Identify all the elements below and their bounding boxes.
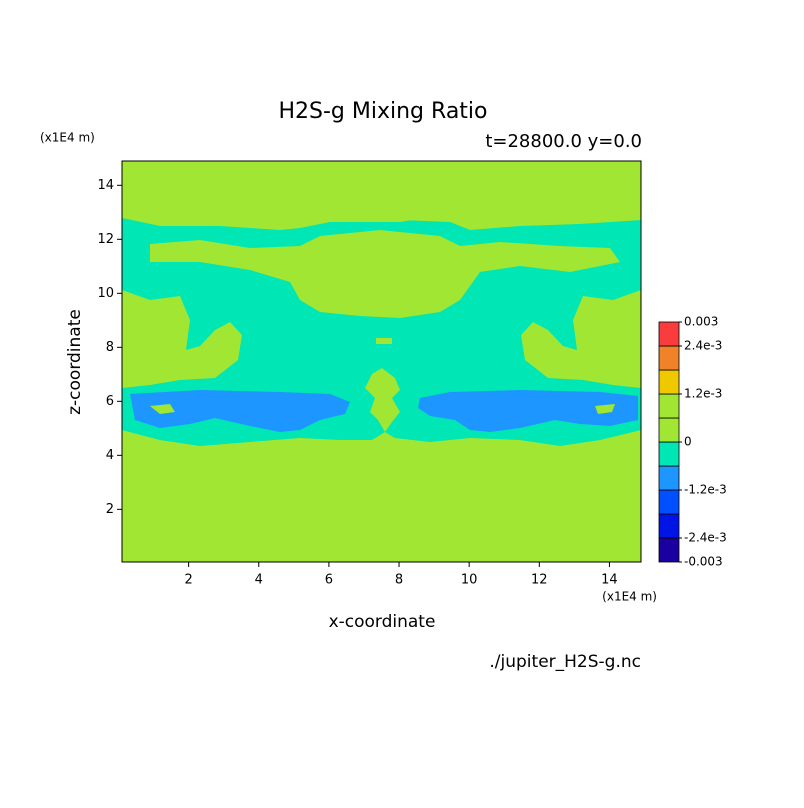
contour-region [130,390,350,432]
chart-title: H2S-g Mixing Ratio [278,99,487,124]
contour-region [376,338,392,344]
colorbar-label: 0 [684,435,692,449]
contour-region [365,368,400,432]
x-unit: (x1E4 m) [602,590,657,604]
y-tick-label: 2 [106,502,114,517]
y-unit: (x1E4 m) [40,131,95,145]
contour-region [521,290,641,388]
x-tick-label: 8 [395,573,403,588]
colorbar-box [658,345,680,371]
colorbar-box [658,441,680,467]
colorbar-label: -0.003 [684,555,723,569]
colorbar-box [658,465,680,491]
contour-field [122,161,641,562]
plot-frame [121,160,642,563]
x-tick-label: 4 [255,573,263,588]
colorbar-label: 1.2e-3 [684,387,722,401]
x-tick-label: 10 [461,573,478,588]
colorbar-box [658,489,680,515]
colorbar-box [658,321,680,347]
contour-region [122,161,641,230]
y-tick-label: 10 [97,286,114,301]
source-file: ./jupiter_H2S-g.nc [489,652,641,672]
colorbar-box [658,513,680,539]
y-tick-label: 12 [97,232,114,247]
colorbar-box [658,537,680,563]
y-axis-label: z-coordinate [65,309,85,415]
contour-region [150,230,620,318]
x-tick-label: 2 [184,573,192,588]
y-tick-label: 8 [106,340,114,355]
x-tick-label: 14 [601,573,618,588]
contour-region [418,390,638,432]
colorbar-label: 0.003 [684,315,718,329]
contour-region [122,290,242,388]
subtitle: t=28800.0 y=0.0 [485,131,642,152]
colorbar-box [658,369,680,395]
colorbar-box [658,417,680,443]
x-tick-label: 12 [531,573,548,588]
colorbar-label: 2.4e-3 [684,339,722,353]
colorbar-label: -2.4e-3 [684,531,727,545]
y-tick-label: 14 [97,178,114,193]
colorbar-label: -1.2e-3 [684,483,727,497]
y-tick-label: 6 [106,394,114,409]
colorbar-box [658,393,680,419]
x-tick-label: 6 [325,573,333,588]
y-tick-label: 4 [106,448,114,463]
x-axis-label: x-coordinate [329,612,436,632]
